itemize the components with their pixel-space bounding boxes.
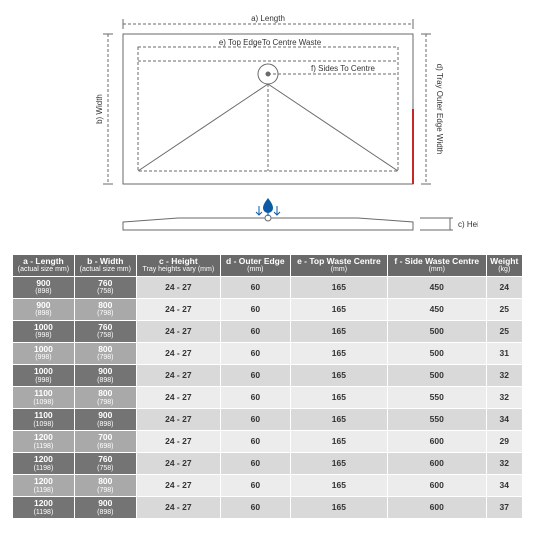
table-row: 900(898)760(758)24 - 276016545024 bbox=[13, 277, 523, 299]
col-header: a - Length(actual size mm) bbox=[13, 255, 75, 277]
col-header: b - Width(actual size mm) bbox=[74, 255, 136, 277]
label-c: c) Height bbox=[458, 220, 478, 229]
label-a: a) Length bbox=[251, 14, 285, 23]
label-d: d) Tray Outer Edge Width bbox=[435, 64, 444, 155]
table-row: 1200(1198)900(898)24 - 276016560037 bbox=[13, 497, 523, 519]
label-f: f) Sides To Centre bbox=[311, 64, 375, 73]
label-b: b) Width bbox=[95, 94, 104, 124]
col-header: d - Outer Edge(mm) bbox=[220, 255, 290, 277]
table-row: 1200(1198)760(758)24 - 276016560032 bbox=[13, 453, 523, 475]
label-e: e) Top EdgeTo Centre Waste bbox=[218, 38, 321, 47]
table-row: 1000(998)760(758)24 - 276016550025 bbox=[13, 321, 523, 343]
table-row: 1100(1098)900(898)24 - 276016555034 bbox=[13, 409, 523, 431]
table-row: 1200(1198)800(798)24 - 276016560034 bbox=[13, 475, 523, 497]
col-header: e - Top Waste Centre(mm) bbox=[290, 255, 387, 277]
table-row: 1000(998)900(898)24 - 276016550032 bbox=[13, 365, 523, 387]
table-row: 1200(1198)700(698)24 - 276016560029 bbox=[13, 431, 523, 453]
col-header: f - Side Waste Centre(mm) bbox=[388, 255, 487, 277]
spec-table: a - Length(actual size mm)b - Width(actu… bbox=[12, 254, 523, 519]
table-row: 900(898)800(798)24 - 276016545025 bbox=[13, 299, 523, 321]
table-row: 1000(998)800(798)24 - 276016550031 bbox=[13, 343, 523, 365]
col-header: Weight(kg) bbox=[486, 255, 522, 277]
table-row: 1100(1098)800(798)24 - 276016555032 bbox=[13, 387, 523, 409]
tray-diagram: a) Length e) Top EdgeTo Centre Waste f) … bbox=[58, 12, 478, 244]
col-header: c - HeightTray heights vary (mm) bbox=[136, 255, 220, 277]
